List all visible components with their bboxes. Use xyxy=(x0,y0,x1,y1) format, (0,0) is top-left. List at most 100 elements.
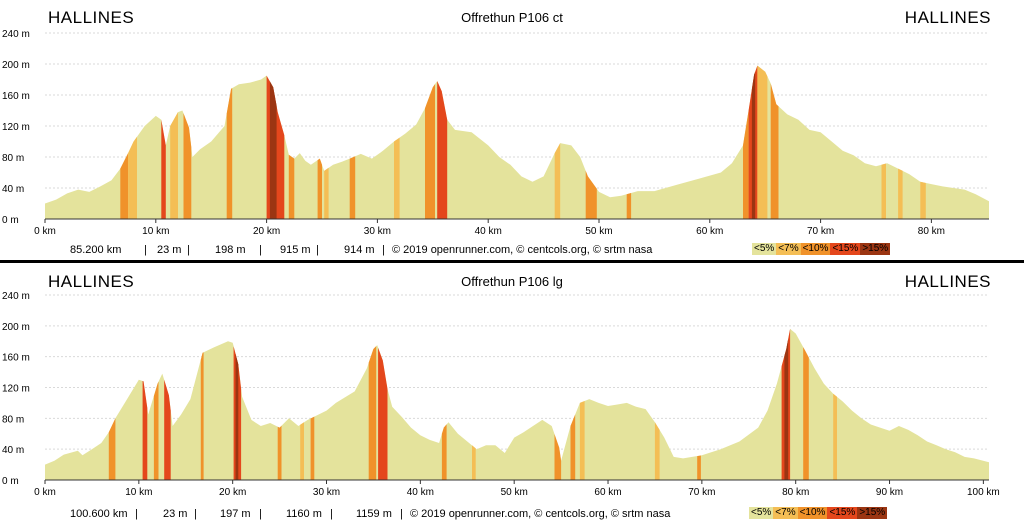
gradient-segment xyxy=(108,418,116,480)
stat-min-altitude: 23 m xyxy=(157,244,182,256)
stat-sep: | xyxy=(382,244,385,256)
x-tick-label: 100 km xyxy=(967,487,1000,498)
x-tick-label: 70 km xyxy=(688,487,715,498)
gradient-segment xyxy=(317,158,322,219)
end-label: HALLINES xyxy=(904,8,991,27)
gradient-segment xyxy=(803,347,809,480)
y-tick-label: 160 m xyxy=(2,91,30,102)
gradient-segment xyxy=(161,119,166,219)
legend-gt15: >15% xyxy=(860,243,891,255)
stat-sep: | xyxy=(144,244,147,256)
gradient-segment xyxy=(554,143,561,219)
y-tick-label: 40 m xyxy=(2,445,24,456)
elevation-chart-top: 0 m 40 m 80 m 120 m 160 m 200 m 240 m 0 km 10 km… xyxy=(2,29,989,237)
y-tick-label: 240 m xyxy=(2,29,30,40)
grade-legend: <5% <7% <10% <15% >15% xyxy=(752,243,891,255)
gradient-segment xyxy=(277,425,282,480)
gradient-segment xyxy=(142,381,148,480)
gradient-segment xyxy=(235,353,239,480)
gradient-segment xyxy=(751,71,756,219)
y-tick-label: 240 m xyxy=(2,291,30,302)
gradient-segment xyxy=(170,112,178,219)
elevation-chart-bottom: 0 m 40 m 80 m 120 m 160 m 200 m 240 m 0 km 10 km… xyxy=(2,291,1000,498)
profile-panel-bottom: 0 m 40 m 80 m 120 m 160 m 200 m 240 m 0 km 10 km… xyxy=(0,264,1024,523)
gradient-segment xyxy=(368,346,377,480)
gradient-segment xyxy=(570,414,576,480)
gradient-segment xyxy=(920,181,926,219)
gradient-segment xyxy=(784,338,789,480)
x-tick-label: 30 km xyxy=(313,487,340,498)
x-tick-label: 20 km xyxy=(253,226,280,237)
stat-ascent: 915 m xyxy=(280,244,311,256)
gradient-segment xyxy=(153,381,159,480)
x-tick-label: 40 km xyxy=(475,226,502,237)
stat-sep: | xyxy=(194,508,197,520)
gradient-segment xyxy=(441,424,447,480)
x-tick-label: 80 km xyxy=(782,487,809,498)
x-tick-label: 0 km xyxy=(34,226,56,237)
legend-lt7: <7% xyxy=(773,507,798,519)
profile-panel-top: 0 m 40 m 80 m 120 m 160 m 200 m 240 m 0 km 10 km… xyxy=(0,0,1024,260)
stat-distance: 100.600 km xyxy=(70,508,128,520)
x-tick-label: 30 km xyxy=(364,226,391,237)
gradient-segment xyxy=(437,81,448,219)
start-label: HALLINES xyxy=(48,272,135,291)
legend-lt15: <15% xyxy=(827,507,858,519)
legend-lt15: <15% xyxy=(830,243,861,255)
gradient-segment xyxy=(128,136,137,219)
x-tick-label: 90 km xyxy=(876,487,903,498)
stat-max-altitude: 198 m xyxy=(215,244,246,256)
y-tick-label: 200 m xyxy=(2,60,30,71)
gradient-segment xyxy=(120,153,129,219)
chart-title: Offrethun P106 ct xyxy=(461,10,563,25)
y-tick-label: 0 m xyxy=(2,476,19,487)
stat-distance: 85.200 km xyxy=(70,244,122,256)
x-tick-label: 80 km xyxy=(918,226,945,237)
end-label: HALLINES xyxy=(904,272,991,291)
gradient-segment xyxy=(898,168,903,219)
x-tick-label: 0 km xyxy=(34,487,56,498)
gradient-segment xyxy=(554,434,562,480)
gradient-segment xyxy=(394,137,400,219)
grade-legend: <5% <7% <10% <15% >15% xyxy=(749,507,888,519)
gradient-segment xyxy=(626,193,632,219)
gradient-segment xyxy=(183,113,192,219)
y-tick-label: 40 m xyxy=(2,184,24,195)
x-tick-label: 10 km xyxy=(142,226,169,237)
legend-gt15: >15% xyxy=(857,507,888,519)
stat-sep: | xyxy=(187,244,190,256)
gradient-segment xyxy=(757,65,768,219)
gradient-segment xyxy=(310,416,315,480)
stat-descent: 1159 m xyxy=(356,508,392,520)
legend-lt7: <7% xyxy=(776,243,801,255)
gradient-segment xyxy=(425,84,435,219)
gradient-segment xyxy=(378,347,388,480)
stat-sep: | xyxy=(135,508,138,520)
x-tick-label: 70 km xyxy=(807,226,834,237)
gradient-segment xyxy=(226,88,233,219)
y-tick-label: 120 m xyxy=(2,384,30,395)
stat-sep: | xyxy=(316,244,319,256)
elevation-area xyxy=(45,328,989,480)
gradient-segment xyxy=(585,170,597,219)
gradient-segment xyxy=(269,81,277,220)
start-label: HALLINES xyxy=(48,8,135,27)
gradient-segment xyxy=(833,393,837,480)
x-tick-label: 60 km xyxy=(594,487,621,498)
legend-lt5: <5% xyxy=(749,507,774,519)
y-tick-label: 200 m xyxy=(2,322,30,333)
gradient-segment xyxy=(164,379,171,480)
x-tick-label: 50 km xyxy=(585,226,612,237)
gradient-segment xyxy=(654,422,660,480)
gradient-segment xyxy=(349,156,356,219)
stat-sep: | xyxy=(259,244,262,256)
panel-divider xyxy=(0,260,1024,263)
legend-lt10: <10% xyxy=(800,243,831,255)
gradient-segment xyxy=(300,422,304,480)
stat-sep: | xyxy=(400,508,403,520)
stat-sep: | xyxy=(259,508,262,520)
legend-lt5: <5% xyxy=(752,243,777,255)
stat-sep: | xyxy=(330,508,333,520)
gradient-segment xyxy=(697,455,701,480)
x-tick-label: 40 km xyxy=(407,487,434,498)
